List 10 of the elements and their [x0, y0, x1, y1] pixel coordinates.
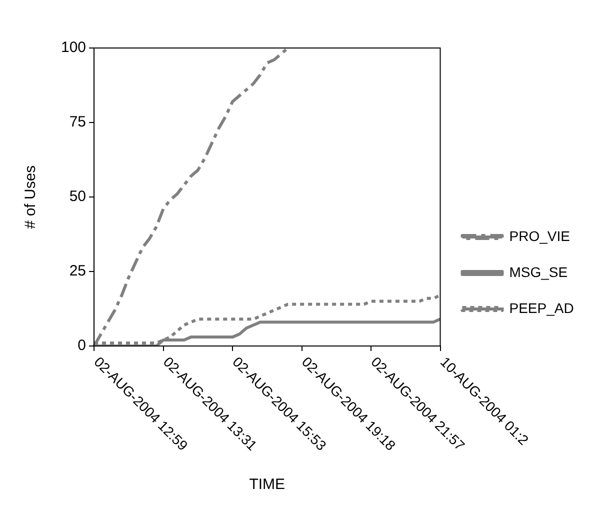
y-tick-label: 100: [60, 39, 86, 56]
y-tick-label: 75: [69, 114, 86, 131]
y-tick-label: 0: [78, 337, 86, 354]
legend-label: PEEP_AD: [509, 300, 574, 316]
y-axis-title: # of Uses: [22, 165, 40, 229]
x-axis-title: TIME: [249, 476, 286, 494]
y-tick-label: 25: [69, 262, 86, 280]
legend-label: PRO_VIE: [509, 228, 570, 244]
legend-label: MSG_SE: [509, 264, 568, 280]
y-tick-label: 50: [69, 188, 86, 206]
